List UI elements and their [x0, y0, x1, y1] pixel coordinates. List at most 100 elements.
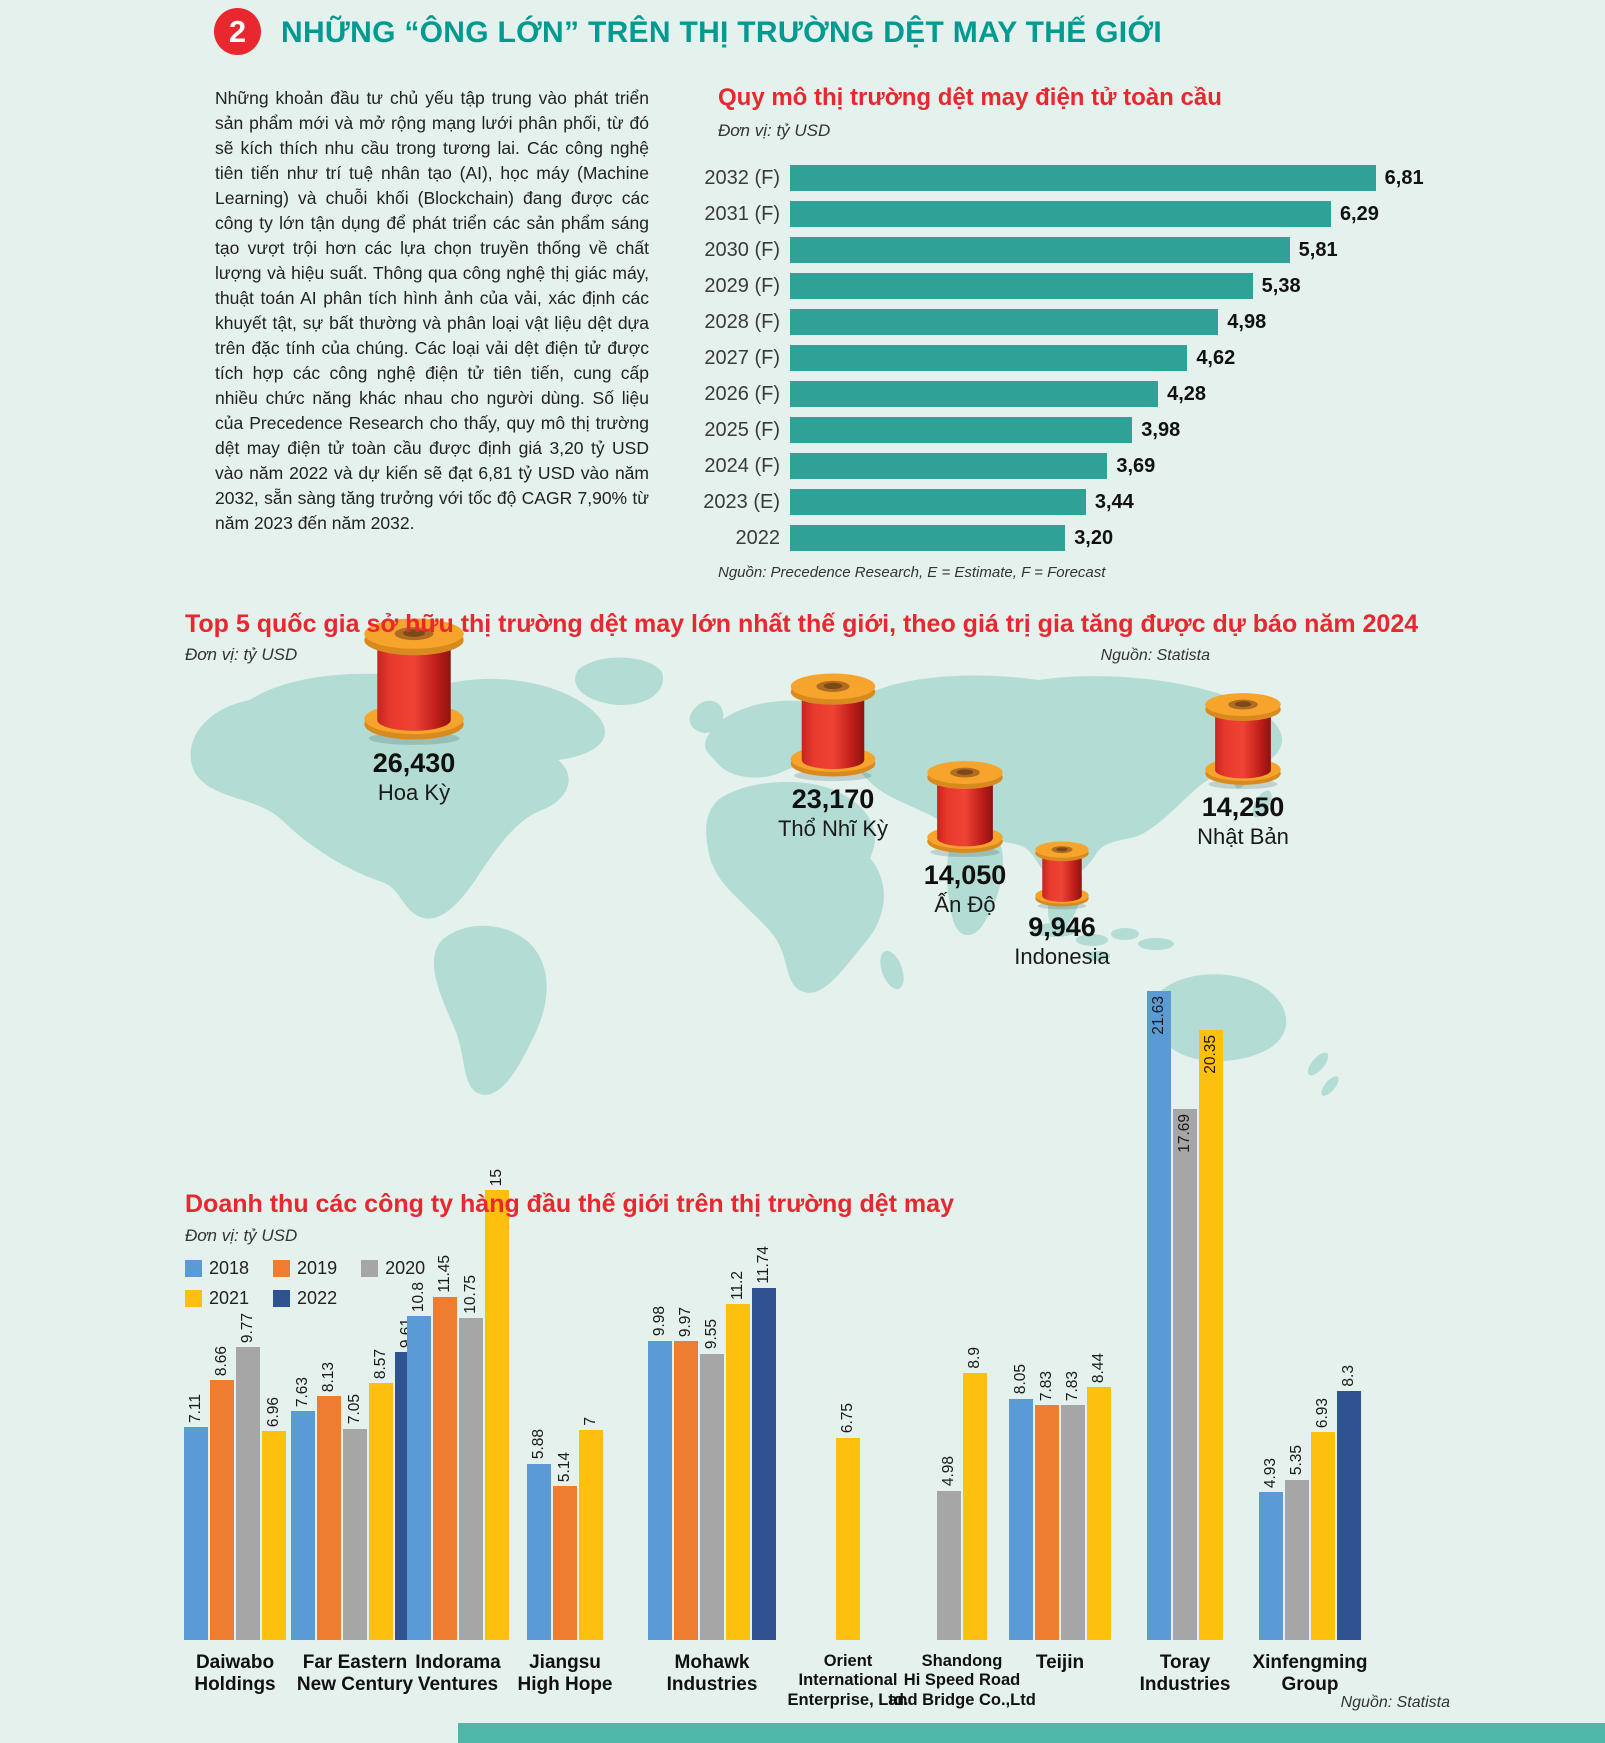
revenue-bar: 5.88: [527, 1429, 551, 1640]
year-label: 2032 (F): [704, 166, 780, 189]
legend-item: 2019: [273, 1258, 337, 1279]
map-section-unit: Đơn vị: tỷ USD: [185, 645, 298, 664]
bar-value-label: 5,81: [1298, 238, 1338, 261]
country-value: 9,946: [1028, 912, 1096, 942]
thread-spool-icon: [787, 668, 879, 782]
bar-value-label: 4,98: [1227, 310, 1267, 333]
etextile-chart-source: Nguồn: Precedence Research, E = Estimate…: [718, 564, 1106, 581]
revenue-value-label: 9.97: [677, 1306, 694, 1337]
company-label-line: Mohawk: [674, 1652, 750, 1673]
revenue-value-label: 21.63: [1150, 996, 1167, 1035]
company-bar-group: 7.638.137.058.579.61: [291, 1318, 419, 1640]
etextile-chart-title: Quy mô thị trường dệt may điện tử toàn c…: [718, 84, 1222, 111]
revenue-bar: 15: [485, 1169, 509, 1640]
company-label-line: Industries: [1139, 1674, 1231, 1696]
revenue-value-label: 8.57: [372, 1348, 389, 1379]
company-label-line: Ventures: [417, 1674, 499, 1696]
country-name: Hoa Kỳ: [377, 780, 451, 805]
country-name: Thổ Nhĩ Kỳ: [777, 816, 889, 841]
year-label: 2023 (E): [703, 490, 780, 513]
revenue-bar: 8.44: [1087, 1353, 1111, 1640]
revenue-bar: 11.2: [726, 1271, 750, 1640]
revenue-plot: 7.118.669.776.967.638.137.058.579.6110.8…: [0, 980, 1605, 1640]
legend-label: 2018: [209, 1258, 250, 1278]
value-bar: [790, 345, 1188, 371]
country-name: Nhật Bản: [1197, 824, 1289, 849]
revenue-bar: 9.55: [700, 1319, 724, 1640]
thread-spool-icon: [1202, 688, 1284, 790]
value-bar: [790, 453, 1108, 479]
revenue-bar: 9.97: [674, 1307, 698, 1640]
company-label-line: Indorama: [415, 1652, 501, 1673]
year-label: 2029 (F): [704, 274, 780, 297]
country-label: 9,946 Indonesia: [952, 912, 1172, 970]
bar-value-label: 3,98: [1141, 418, 1181, 441]
bar-value-label: 4,28: [1167, 382, 1207, 405]
company-label-line: Hi Speed Road: [903, 1671, 1021, 1690]
legend-item: 2022: [273, 1288, 337, 1309]
company-label-line: Teijin: [1035, 1652, 1085, 1673]
revenue-value-label: 8.44: [1090, 1352, 1107, 1383]
year-label: 2030 (F): [704, 238, 780, 261]
legend-label: 2022: [297, 1288, 338, 1308]
revenue-value-label: 11.74: [755, 1246, 772, 1284]
intro-paragraph: Những khoản đầu tư chủ yếu tập trung vào…: [215, 88, 649, 534]
etextile-row: 2032 (F) 6,81: [638, 160, 1558, 196]
country-value: 23,170: [791, 784, 875, 814]
revenue-legend: 2018 2019 2020 2021 2022: [185, 1258, 425, 1318]
revenue-value-label: 8.05: [1012, 1364, 1029, 1395]
company-label-line: Far Eastern: [302, 1652, 408, 1673]
bar-value-label: 6,29: [1339, 202, 1379, 225]
company-label: Mohawk Industries: [622, 1652, 802, 1697]
revenue-value-label: 11.45: [436, 1254, 453, 1293]
etextile-row: 2022 3,20: [638, 520, 1558, 556]
revenue-value-label: 6.93: [1314, 1397, 1331, 1429]
year-label: 2025 (F): [704, 418, 780, 441]
company-label-line: Daiwabo: [195, 1652, 275, 1673]
country-value: 14,050: [923, 860, 1007, 890]
value-bar: [790, 417, 1133, 443]
country-label: 26,430 Hoa Kỳ: [304, 748, 524, 806]
etextile-row: 2026 (F) 4,28: [638, 376, 1558, 412]
revenue-bar: 7: [579, 1417, 603, 1640]
revenue-value-label: 5.35: [1288, 1445, 1305, 1476]
revenue-bar: 9.77: [236, 1313, 260, 1640]
revenue-chart-source: Nguồn: Statista: [1340, 1694, 1450, 1711]
etextile-row: 2028 (F) 4,98: [638, 304, 1558, 340]
year-label: 2022: [735, 526, 781, 549]
revenue-bar: 8.3: [1337, 1365, 1361, 1640]
bar-value-label: 3,20: [1074, 526, 1114, 549]
revenue-value-label: 6.96: [265, 1397, 282, 1428]
country-label: 14,250 Nhật Bản: [1133, 792, 1353, 850]
country-value: 26,430: [372, 748, 456, 778]
company-label: Shandong Hi Speed Road and Bridge Co.,Ltd: [872, 1652, 1052, 1710]
revenue-value-label: 11.2: [729, 1270, 746, 1300]
revenue-bar: 4.93: [1259, 1458, 1283, 1640]
revenue-bar: 8.13: [317, 1362, 341, 1640]
revenue-bar: 9.98: [648, 1306, 672, 1640]
revenue-bar: 10.8: [407, 1282, 431, 1640]
revenue-bar: 7.63: [291, 1377, 315, 1640]
bar-value-label: 5,38: [1261, 274, 1301, 297]
thread-spool-icon: [924, 756, 1006, 858]
value-bar: [790, 309, 1219, 335]
company-bar-group: 21.63 17.69 20.35: [1147, 991, 1223, 1640]
revenue-chart-title: Doanh thu các công ty hàng đầu thế giới …: [185, 1190, 954, 1218]
bar-value-label: 4,62: [1196, 346, 1236, 369]
year-label: 2027 (F): [704, 346, 780, 369]
legend-swatch: [185, 1260, 202, 1277]
company-label: Indorama Ventures: [368, 1652, 548, 1697]
revenue-value-label: 4.93: [1262, 1457, 1279, 1489]
company-bar-group: 8.05 7.83 7.83 8.44: [1009, 1353, 1111, 1640]
value-bar: [790, 237, 1290, 263]
value-bar: [790, 381, 1159, 407]
legend-swatch: [185, 1290, 202, 1307]
company-label: Far Eastern New Century: [265, 1652, 445, 1697]
bottom-accent-strip: [458, 1723, 1605, 1743]
company-label: Xinfengming Group: [1220, 1652, 1400, 1697]
revenue-bar: 7.83: [1061, 1371, 1085, 1640]
year-label: 2026 (F): [704, 382, 780, 405]
company-bar-group: 9.98 9.97 9.55 11.2 11.74: [648, 1246, 776, 1640]
revenue-value-label: 8.13: [320, 1361, 337, 1393]
